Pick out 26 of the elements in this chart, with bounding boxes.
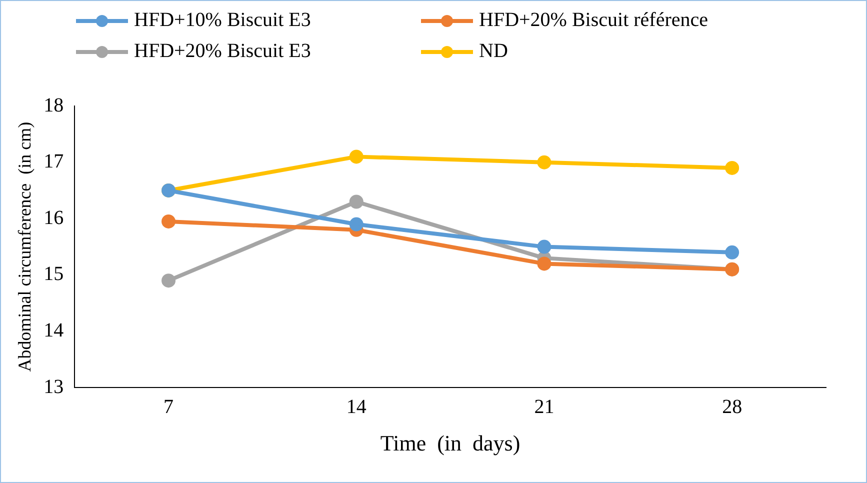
point [537,155,552,170]
x-tick-label: 28 [722,396,742,418]
y-axis-title: Abdominal circumference (in cm) [14,122,35,372]
point [162,274,176,288]
point [725,245,740,260]
legend-label: HFD+20% Biscuit référence [479,9,708,32]
y-tick-label: 16 [44,206,64,229]
point [349,194,364,209]
point [725,160,740,175]
point [349,217,364,232]
y-tick-label: 18 [44,94,64,116]
y-tick-label: 13 [44,376,64,398]
point [537,240,552,254]
x-axis-title: Time (in days) [380,430,520,456]
x-tick-label: 7 [164,396,174,418]
y-tick-label: 15 [44,263,64,286]
x-tick-label: 21 [534,396,554,418]
point [537,256,552,271]
legend-label: ND [479,40,508,63]
y-tick-label: 14 [44,320,64,342]
legend-label: HFD+20% Biscuit E3 [134,40,311,63]
y-tick-label: 17 [44,150,64,173]
legend-label: HFD+10% Biscuit E3 [134,9,311,32]
point [349,150,364,164]
x-tick-label: 14 [346,396,366,418]
point [162,214,176,228]
